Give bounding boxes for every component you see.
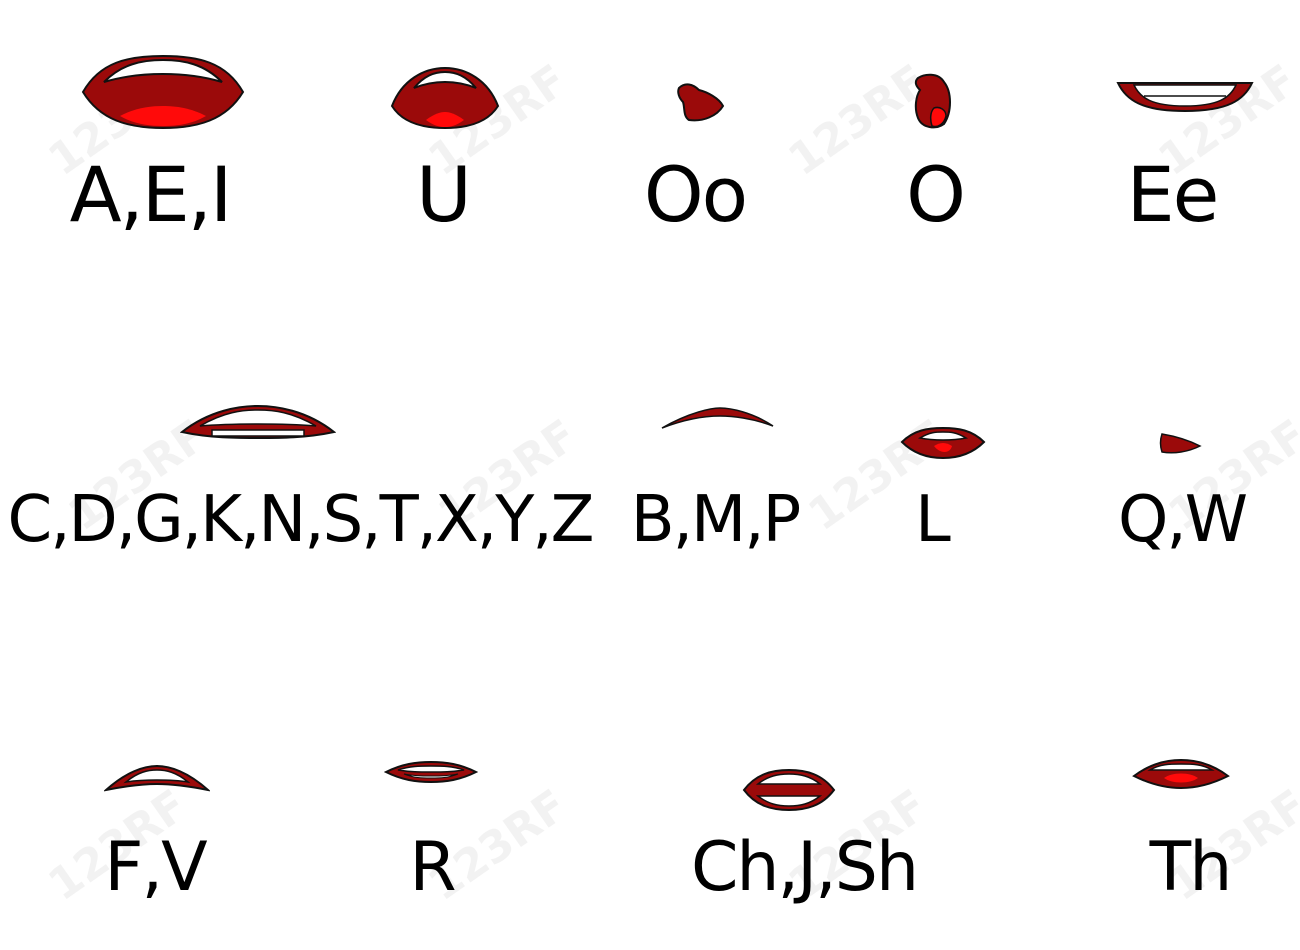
- mouth-cdg-icon: [180, 404, 336, 439]
- phoneme-label: Oo: [643, 150, 748, 239]
- mouth-bmp-icon: [661, 407, 774, 429]
- mouth-th-icon: [1132, 758, 1230, 790]
- phoneme-label: B,M,P: [630, 483, 801, 557]
- mouth-o-icon: [914, 73, 951, 129]
- phoneme-label: U: [416, 150, 472, 239]
- mouth-l-icon: [900, 426, 986, 460]
- mouth-ee-icon: [1116, 82, 1254, 113]
- phoneme-label: F,V: [104, 828, 207, 907]
- mouth-qw-icon: [1159, 433, 1202, 454]
- mouth-chjsh-icon: [742, 768, 836, 812]
- mouth-oo-icon: [677, 83, 725, 122]
- phoneme-label: Ee: [1126, 150, 1220, 239]
- phoneme-label: L: [915, 483, 951, 557]
- mouth-u-icon: [390, 66, 500, 130]
- mouth-aei-icon: [81, 54, 245, 130]
- phoneme-label: Ch,J,Sh: [690, 828, 919, 907]
- phoneme-label: R: [409, 828, 456, 907]
- phoneme-label: C,D,G,K,N,S,T,X,Y,Z: [7, 483, 595, 557]
- mouth-fv-icon: [104, 764, 210, 792]
- phoneme-label: Th: [1149, 828, 1233, 907]
- phoneme-label: O: [906, 150, 966, 239]
- phoneme-label: A,E,I: [69, 150, 233, 239]
- phoneme-label: Q,W: [1118, 483, 1248, 557]
- mouth-r-icon: [384, 760, 478, 784]
